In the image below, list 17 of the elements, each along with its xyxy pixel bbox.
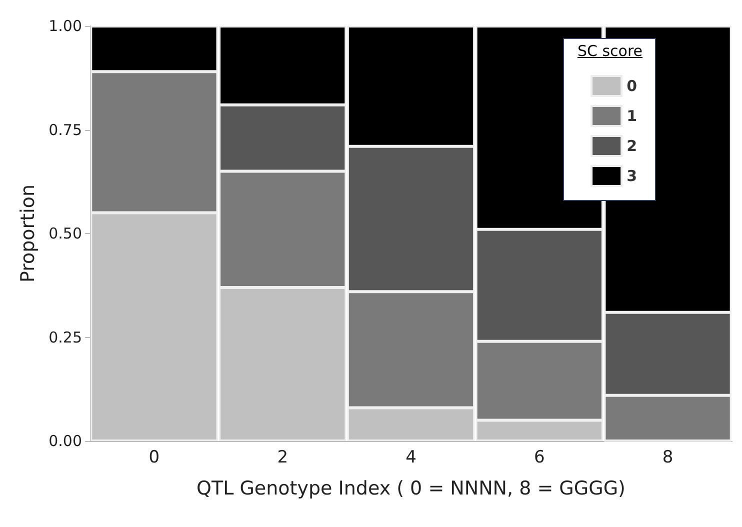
legend-label: 2 [626, 137, 637, 155]
legend-label: 0 [626, 77, 637, 95]
y-tick-label: 0.50 [48, 224, 82, 242]
x-axis-title: QTL Genotype Index ( 0 = NNNN, 8 = GGGG) [196, 478, 626, 500]
x-tick-label: 2 [277, 448, 288, 468]
y-tick-label: 0.00 [48, 432, 82, 450]
legend-label: 3 [626, 167, 637, 185]
x-tick-label: 8 [662, 448, 674, 468]
y-tick-label: 0.25 [48, 328, 82, 346]
legend-title: SC score [576, 42, 644, 60]
legend-label: 1 [626, 107, 637, 125]
y-tick-label: 0.75 [48, 120, 82, 139]
y-tick-label: 1.00 [48, 17, 82, 35]
x-tick-label: 0 [148, 448, 160, 468]
y-axis-title: Proportion [17, 184, 40, 283]
x-tick-label: 6 [534, 448, 545, 468]
x-tick-label: 4 [406, 448, 416, 468]
